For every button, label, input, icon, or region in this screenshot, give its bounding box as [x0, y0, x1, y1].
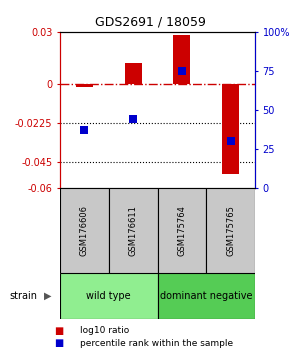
- Point: [228, 138, 233, 144]
- Text: strain: strain: [9, 291, 37, 301]
- Bar: [206, 188, 255, 273]
- Bar: [124, 63, 142, 84]
- Text: ■: ■: [54, 326, 63, 336]
- Bar: [76, 84, 93, 87]
- Text: ■: ■: [54, 338, 63, 348]
- Bar: [173, 35, 190, 84]
- Point: [131, 116, 136, 122]
- Bar: [60, 273, 158, 319]
- Text: log10 ratio: log10 ratio: [80, 326, 129, 336]
- Bar: [60, 188, 109, 273]
- Point: [179, 68, 184, 74]
- Point: [82, 127, 87, 133]
- Text: GSM175764: GSM175764: [177, 205, 186, 256]
- Text: GSM176606: GSM176606: [80, 205, 89, 256]
- Text: percentile rank within the sample: percentile rank within the sample: [80, 339, 232, 348]
- Bar: [158, 188, 206, 273]
- Text: ▶: ▶: [44, 291, 51, 301]
- Bar: [222, 84, 239, 174]
- Text: wild type: wild type: [86, 291, 131, 301]
- Bar: [109, 188, 158, 273]
- Text: dominant negative: dominant negative: [160, 291, 253, 301]
- Text: GSM176611: GSM176611: [129, 205, 138, 256]
- Text: GSM175765: GSM175765: [226, 205, 235, 256]
- Text: GDS2691 / 18059: GDS2691 / 18059: [94, 16, 206, 29]
- Bar: [158, 273, 255, 319]
